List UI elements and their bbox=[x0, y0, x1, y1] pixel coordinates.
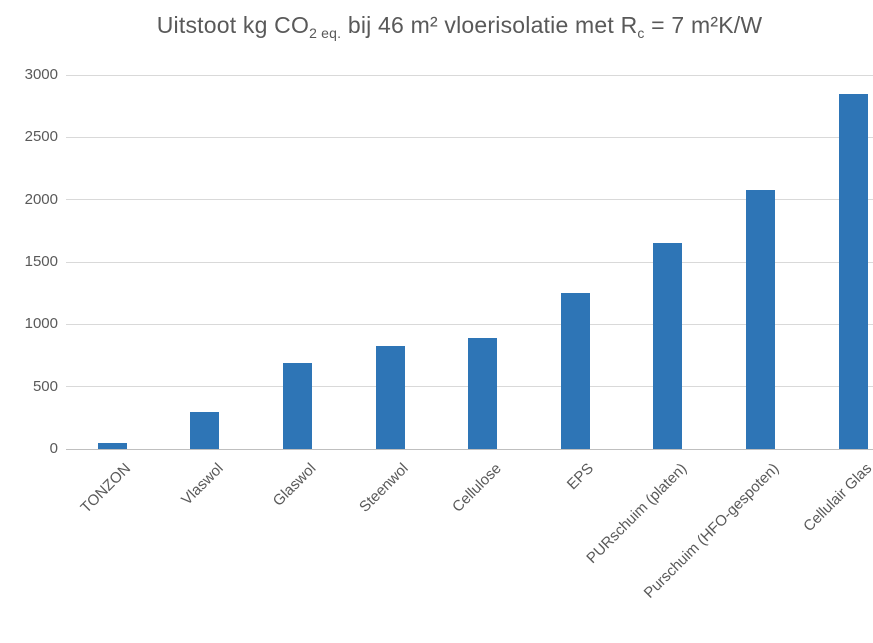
x-axis-label: TONZON bbox=[77, 460, 135, 517]
x-axis-label: PURschuim (platen) bbox=[582, 460, 690, 567]
bar-purschuim-hfo-gespoten bbox=[746, 190, 775, 449]
x-axis-label: Cellulair Glas bbox=[800, 460, 873, 536]
chart-title: Uitstoot kg CO2 eq. bij 46 m² vloerisola… bbox=[0, 12, 873, 41]
x-axis-line bbox=[66, 448, 873, 450]
x-axis-label: Glaswol bbox=[269, 460, 320, 510]
y-tick-label: 3000 bbox=[24, 66, 58, 83]
y-tick-label: 2500 bbox=[24, 128, 58, 146]
gridline-3000 bbox=[66, 74, 873, 76]
x-axis-label: Steenwol bbox=[356, 460, 413, 516]
bar-cellulose bbox=[468, 338, 498, 449]
chart-title-segment: c bbox=[637, 25, 645, 41]
chart-title-segment: 2 eq. bbox=[309, 25, 342, 41]
gridline-2500 bbox=[66, 136, 873, 138]
y-tick-label: 500 bbox=[32, 377, 58, 395]
bar-vlaswol bbox=[190, 412, 220, 449]
bar-tonzon bbox=[97, 443, 127, 449]
gridline-1000 bbox=[66, 323, 873, 325]
x-axis-label: EPS bbox=[564, 460, 598, 494]
y-tick-label: 0 bbox=[49, 440, 58, 457]
chart-title-segment: = 7 m²K/W bbox=[644, 12, 763, 38]
bar-steenwol bbox=[375, 346, 405, 449]
gridline-1500 bbox=[66, 261, 873, 263]
y-tick-label: 2000 bbox=[24, 190, 58, 208]
x-axis-label: Vlaswol bbox=[178, 460, 227, 509]
x-axis-label: Cellulose bbox=[449, 460, 505, 516]
chart-title-segment: bij 46 m² vloerisolatie met R bbox=[341, 12, 638, 38]
bar-cellulair-glas bbox=[838, 94, 868, 449]
chart-title-segment: Uitstoot kg CO bbox=[156, 12, 310, 38]
bar-purschuim-platen bbox=[653, 243, 683, 449]
gridline-2000 bbox=[66, 199, 873, 201]
bar-eps bbox=[560, 293, 590, 449]
y-tick-label: 1000 bbox=[24, 315, 58, 333]
y-tick-label: 1500 bbox=[24, 253, 58, 270]
bar-glaswol bbox=[283, 363, 312, 449]
